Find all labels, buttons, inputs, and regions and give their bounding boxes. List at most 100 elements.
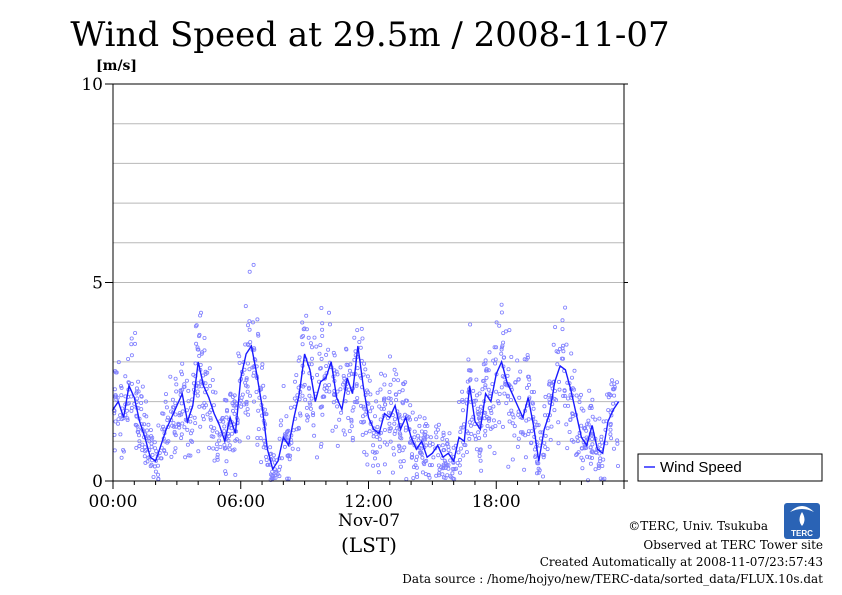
scatter-point [312, 335, 317, 340]
scatter-point [610, 378, 615, 383]
scatter-point [481, 378, 486, 383]
scatter-point [344, 347, 349, 352]
scatter-point [315, 372, 320, 377]
scatter-point [208, 417, 213, 422]
scatter-point [195, 389, 200, 394]
scatter-point [221, 419, 226, 424]
scatter-point [394, 372, 399, 377]
scatter-point [525, 385, 530, 390]
scatter-point [210, 428, 215, 433]
scatter-point [507, 328, 512, 333]
scatter-point [597, 416, 602, 421]
scatter-point [362, 450, 367, 455]
chart-title: Wind Speed at 29.5m / 2008-11-07 [70, 15, 669, 55]
scatter-point [392, 367, 397, 372]
scatter-point [454, 466, 459, 471]
scatter-point [222, 442, 227, 447]
scatter-point [434, 435, 439, 440]
scatter-point [184, 378, 189, 383]
scatter-point [468, 322, 473, 327]
scatter-point [133, 422, 138, 427]
scatter-point [494, 389, 499, 394]
scatter-point [197, 332, 202, 337]
x-axis-label: (LST) [341, 533, 397, 557]
scatter-point [251, 262, 256, 267]
scatter-point [398, 432, 403, 437]
scatter-point [244, 376, 249, 381]
scatter-point [309, 362, 314, 367]
scatter-point [195, 345, 200, 350]
scatter-point [121, 449, 126, 454]
scatter-point [245, 361, 250, 366]
scatter-point [129, 336, 134, 341]
scatter-point [352, 399, 357, 404]
scatter-point [554, 349, 559, 354]
scatter-point [388, 426, 393, 431]
scatter-point [264, 412, 269, 417]
scatter-point [304, 405, 309, 410]
scatter-point [144, 414, 149, 419]
scatter-point [377, 437, 382, 442]
scatter-point [533, 454, 538, 459]
scatter-point [251, 399, 256, 404]
scatter-point [112, 387, 117, 392]
y-axis-label: [m/s] [96, 58, 137, 74]
scatter-point [491, 418, 496, 423]
scatter-point [567, 429, 572, 434]
scatter-point [483, 368, 488, 373]
y-tick-label: 0 [92, 472, 103, 492]
scatter-point [396, 378, 401, 383]
scatter-point [429, 463, 434, 468]
scatter-point [233, 472, 238, 477]
scatter-point [296, 425, 301, 430]
scatter-point [379, 371, 384, 376]
scatter-point [139, 394, 144, 399]
scatter-point [173, 401, 178, 406]
x-tick-label: 00:00 [89, 492, 138, 512]
x-tick-label: 12:00 [344, 492, 393, 512]
scatter-point [228, 392, 233, 397]
scatter-point [381, 396, 386, 401]
scatter-point [510, 457, 515, 462]
scatter-point [531, 401, 536, 406]
scatter-point [435, 427, 440, 432]
scatter-point [213, 390, 218, 395]
scatter-point [497, 323, 502, 328]
scatter-point [599, 446, 604, 451]
scatter-point [542, 440, 547, 445]
scatter-point [162, 449, 167, 454]
scatter-point [311, 423, 316, 428]
scatter-point [152, 440, 157, 445]
scatter-point [113, 370, 118, 375]
scatter-point [500, 374, 505, 379]
scatter-point [568, 417, 573, 422]
scatter-point [400, 388, 405, 393]
scatter-point [477, 391, 482, 396]
scatter-point [507, 411, 512, 416]
scatter-point [500, 424, 505, 429]
scatter-point [529, 389, 534, 394]
scatter-point [417, 423, 422, 428]
scatter-point [223, 469, 228, 474]
scatter-point [359, 326, 364, 331]
scatter-point [182, 425, 187, 430]
scatter-point [309, 356, 314, 361]
scatter-points [111, 262, 621, 483]
scatter-point [319, 305, 324, 310]
scatter-point [570, 411, 575, 416]
scatter-point [371, 463, 376, 468]
scatter-point [152, 464, 157, 469]
scatter-point [368, 409, 373, 414]
scatter-point [513, 380, 518, 385]
scatter-point [455, 460, 460, 465]
scatter-point [572, 368, 577, 373]
scatter-point [342, 376, 347, 381]
scatter-point [347, 429, 352, 434]
scatter-point [324, 389, 329, 394]
scatter-point [126, 380, 131, 385]
scatter-point [479, 468, 484, 473]
scatter-point [331, 400, 336, 405]
scatter-point [285, 476, 290, 481]
scatter-point [243, 380, 248, 385]
scatter-point [555, 362, 560, 367]
